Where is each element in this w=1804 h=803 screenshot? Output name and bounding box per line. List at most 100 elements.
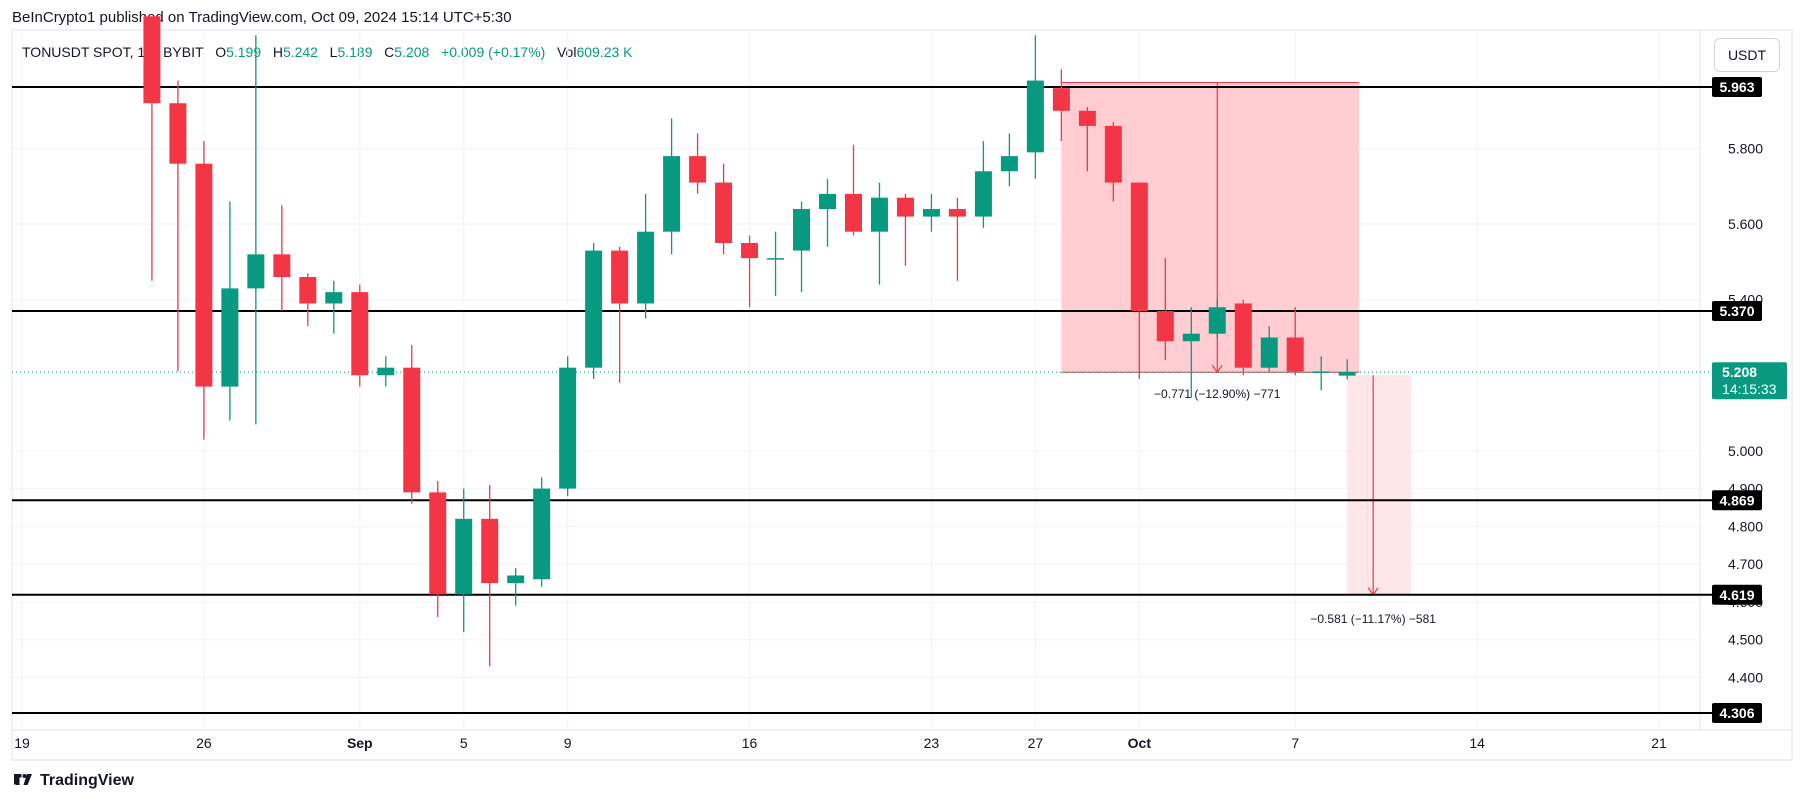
candle xyxy=(1208,299,1226,338)
candle xyxy=(1130,182,1148,380)
candle-body xyxy=(429,492,447,595)
candle xyxy=(1182,307,1200,398)
y-tick-label: 4.400 xyxy=(1728,669,1763,685)
measurement-label: −0.771 (−12.90%) −771 xyxy=(1154,387,1281,401)
candle xyxy=(1104,122,1122,202)
horizontal-levels[interactable] xyxy=(12,86,1712,714)
candle-body xyxy=(948,209,966,217)
candle-body xyxy=(247,254,265,289)
candle-body xyxy=(1026,80,1044,153)
candle xyxy=(429,481,447,618)
y-tick-label: 4.700 xyxy=(1728,556,1763,572)
x-tick-label: 26 xyxy=(196,735,212,751)
candle xyxy=(870,182,888,285)
level-price-label: 4.869 xyxy=(1719,492,1754,508)
legend-high-value: 5.242 xyxy=(282,44,318,60)
y-tick-label: 5.000 xyxy=(1728,443,1763,459)
x-tick-label: Oct xyxy=(1128,735,1152,751)
candle-body xyxy=(741,243,759,259)
candle-body xyxy=(637,231,655,304)
candle-body xyxy=(455,518,473,595)
candle-body xyxy=(819,193,837,210)
level-price-tag xyxy=(1712,301,1762,322)
x-tick-label: 19 xyxy=(14,735,30,751)
measurement-zone xyxy=(1347,375,1412,595)
legend-low-label: L xyxy=(329,44,338,60)
x-tick-label: 7 xyxy=(1291,735,1299,751)
countdown-label: 14:15:33 xyxy=(1722,381,1777,397)
legend-change: +0.009 (+0.17%) xyxy=(441,44,546,60)
candle-body xyxy=(195,163,213,387)
candle xyxy=(611,246,629,383)
candle xyxy=(169,80,187,372)
y-tick-label: 5.800 xyxy=(1728,141,1763,157)
candle xyxy=(299,273,317,327)
level-price-tag xyxy=(1712,490,1762,511)
candle-body xyxy=(377,367,395,376)
candle-body xyxy=(1182,333,1200,342)
candle xyxy=(819,178,837,247)
chart-frame xyxy=(11,29,1793,761)
grid xyxy=(11,29,1793,761)
publisher-line: BeInCrypto1 published on TradingView.com… xyxy=(12,9,512,26)
candle xyxy=(377,356,395,387)
candle-body xyxy=(1000,156,1018,172)
candle-body xyxy=(299,277,317,304)
candle xyxy=(481,484,499,667)
candle xyxy=(793,201,811,293)
candle-body xyxy=(559,367,577,489)
candle xyxy=(403,345,421,504)
candle-body xyxy=(1208,307,1226,334)
candle-body xyxy=(715,182,733,244)
x-tick-label: 5 xyxy=(460,735,468,751)
currency-button[interactable]: USDT xyxy=(1714,38,1780,72)
level-price-tag xyxy=(1712,77,1762,97)
x-tick-label: 27 xyxy=(1028,735,1044,751)
x-tick-label: 21 xyxy=(1651,735,1667,751)
candle xyxy=(767,231,785,296)
candle-body xyxy=(870,197,888,232)
candle-body xyxy=(1312,371,1330,373)
candle xyxy=(1026,35,1044,179)
candle-body xyxy=(1286,337,1304,372)
last-price-tag xyxy=(1712,362,1787,400)
candle-body xyxy=(1130,182,1148,312)
level-price-tag xyxy=(1712,584,1762,605)
candle xyxy=(247,35,265,425)
candle-body xyxy=(689,156,707,183)
candle xyxy=(1078,107,1096,172)
candle xyxy=(195,141,213,440)
candle xyxy=(1286,307,1304,376)
measurement-label: −0.581 (−11.17%) −581 xyxy=(1310,612,1436,626)
candle-body xyxy=(403,367,421,493)
y-tick-label: 5.600 xyxy=(1728,216,1763,232)
candle-body xyxy=(1078,110,1096,126)
candle-body xyxy=(169,103,187,164)
candle-body xyxy=(325,292,343,304)
y-tick-label: 4.800 xyxy=(1728,518,1763,534)
candle xyxy=(1156,258,1174,361)
candle-body xyxy=(663,156,681,232)
measure-arrow-head xyxy=(1211,364,1223,374)
candle xyxy=(663,118,681,255)
candle xyxy=(351,284,369,387)
legend-volume-label: Vol xyxy=(556,44,577,60)
legend-volume-value: 609.23 K xyxy=(576,44,633,60)
candle-body xyxy=(896,197,914,217)
candle-body xyxy=(1234,303,1252,368)
x-tick-label: 14 xyxy=(1469,735,1485,751)
candle-body xyxy=(1260,337,1278,368)
level-price-label: 4.619 xyxy=(1719,587,1754,603)
candle xyxy=(455,488,473,633)
candle-body xyxy=(507,575,525,584)
x-tick-label: 16 xyxy=(742,735,758,751)
legend-low-value: 5.189 xyxy=(337,44,373,60)
level-price-tag xyxy=(1712,703,1762,723)
candle xyxy=(741,235,759,308)
candle xyxy=(143,16,161,281)
footer-brand[interactable]: TradingView xyxy=(12,772,134,790)
legend-close-value: 5.208 xyxy=(394,44,430,60)
candle-body xyxy=(844,193,862,232)
level-price-label: 5.370 xyxy=(1719,303,1754,319)
